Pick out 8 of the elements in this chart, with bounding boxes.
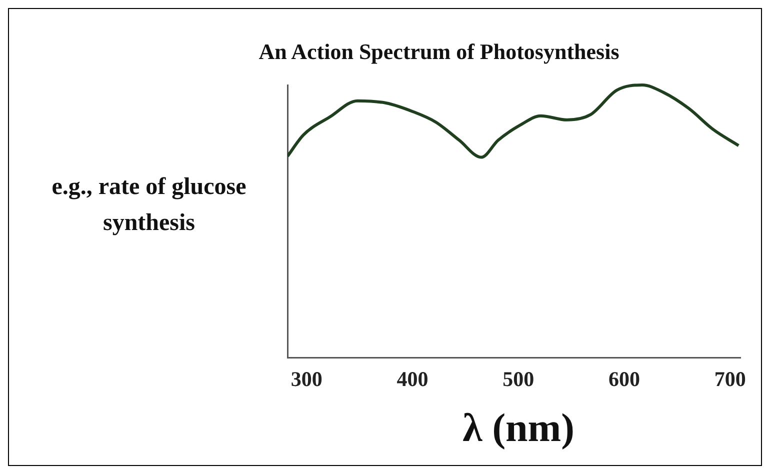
x-tick-label: 300 xyxy=(290,366,322,391)
x-tick-label: 400 xyxy=(396,366,428,391)
chart-title: An Action Spectrum of Photosynthesis xyxy=(258,39,620,65)
x-tick-label: 600 xyxy=(608,366,640,391)
x-tick-label: 500 xyxy=(502,366,534,391)
x-tick-label: 700 xyxy=(714,366,746,391)
x-axis-title: λ (nm) xyxy=(462,404,576,451)
y-axis-title: e.g., rate of glucose synthesis xyxy=(50,173,248,238)
